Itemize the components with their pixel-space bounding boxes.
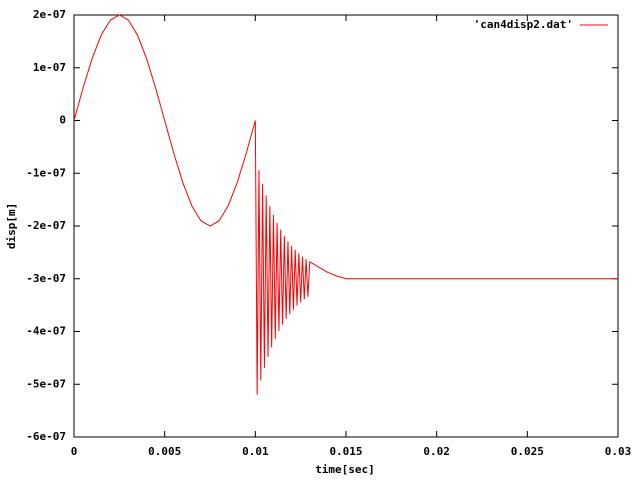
y-axis-label: disp[m]: [5, 203, 18, 249]
data-line: [73, 14, 618, 395]
x-tick-label: 0.005: [148, 445, 181, 458]
legend-label: 'can4disp2.dat': [474, 18, 573, 31]
y-tick-label: 0: [59, 114, 66, 127]
y-tick-label: 1e-07: [33, 61, 66, 74]
x-tick-label: 0.015: [329, 445, 362, 458]
y-tick-label: -2e-07: [26, 219, 66, 232]
y-tick-label: -1e-07: [26, 166, 66, 179]
x-tick-label: 0.025: [511, 445, 544, 458]
y-tick-label: 2e-07: [33, 8, 66, 21]
x-tick-label: 0.03: [605, 445, 632, 458]
x-tick-label: 0.01: [242, 445, 269, 458]
x-axis-label: time[sec]: [315, 463, 375, 476]
y-tick-label: -4e-07: [26, 325, 66, 338]
x-tick-label: 0: [71, 445, 78, 458]
y-tick-label: -6e-07: [26, 430, 66, 443]
y-tick-label: -3e-07: [26, 272, 66, 285]
plot-frame: [73, 14, 619, 438]
x-tick-label: 0.02: [423, 445, 450, 458]
y-tick-label: -5e-07: [26, 377, 66, 390]
